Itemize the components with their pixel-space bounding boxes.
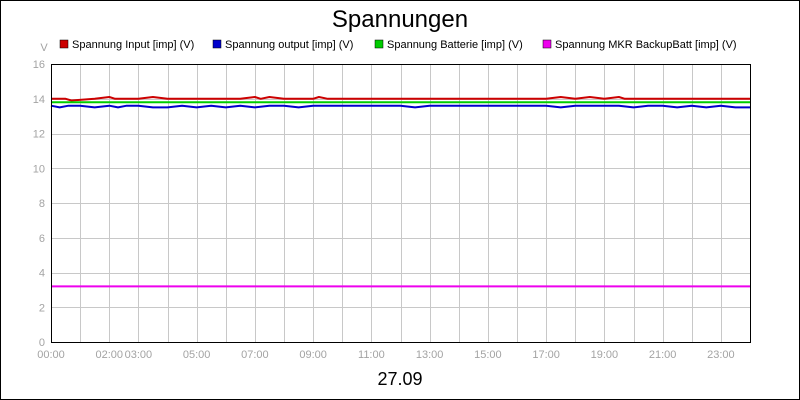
y-tick-label: 14	[33, 94, 45, 106]
x-tick-label: 02:00	[95, 349, 123, 361]
y-tick-label: 6	[39, 233, 45, 245]
x-tick-label: 07:00	[241, 349, 269, 361]
x-axis-label: 27.09	[377, 369, 422, 389]
x-tick-label: 23:00	[707, 349, 735, 361]
x-tick-label: 19:00	[591, 349, 619, 361]
x-axis-ticks: 00:00 02:00 03:00 05:00 07:00 09:00 11:00 13:00…	[37, 349, 734, 361]
legend-entry: Spannung Input [imp] (V)	[72, 39, 194, 51]
y-tick-label: 8	[39, 198, 45, 210]
x-tick-label: 00:00	[37, 349, 65, 361]
series-line	[50, 104, 750, 109]
x-tick-label: 05:00	[183, 349, 211, 361]
y-axis-label: V	[40, 42, 48, 54]
y-tick-label: 10	[33, 163, 45, 175]
x-tick-label: 15:00	[474, 349, 502, 361]
grid	[51, 64, 750, 342]
y-tick-label: 16	[33, 59, 45, 71]
legend-swatch	[374, 39, 384, 49]
y-tick-label: 0	[39, 337, 45, 349]
x-tick-label: 17:00	[532, 349, 560, 361]
x-tick-label: 03:00	[125, 349, 153, 361]
legend-swatch	[59, 39, 69, 49]
x-tick-label: 09:00	[299, 349, 327, 361]
y-axis-ticks: 0 2 4 6 8 10 12 14 16	[33, 59, 45, 349]
series-lines	[50, 96, 750, 288]
x-tick-label: 21:00	[649, 349, 677, 361]
legend-entry: Spannung output [imp] (V)	[225, 39, 353, 51]
legend: Spannung Input [imp] (V) Spannung output …	[59, 39, 737, 51]
legend-entry: Spannung Batterie [imp] (V)	[387, 39, 523, 51]
legend-entry: Spannung MKR BackupBatt [imp] (V)	[555, 39, 737, 51]
y-tick-label: 4	[39, 268, 45, 280]
legend-swatch	[212, 39, 222, 49]
y-tick-label: 2	[39, 302, 45, 314]
plot-frame	[51, 64, 751, 343]
x-tick-label: 11:00	[358, 349, 385, 361]
series-line	[51, 96, 750, 102]
chart-title: Spannungen	[332, 6, 468, 33]
legend-swatch	[542, 39, 552, 49]
x-tick-label: 13:00	[416, 349, 444, 361]
y-tick-label: 12	[33, 129, 45, 141]
